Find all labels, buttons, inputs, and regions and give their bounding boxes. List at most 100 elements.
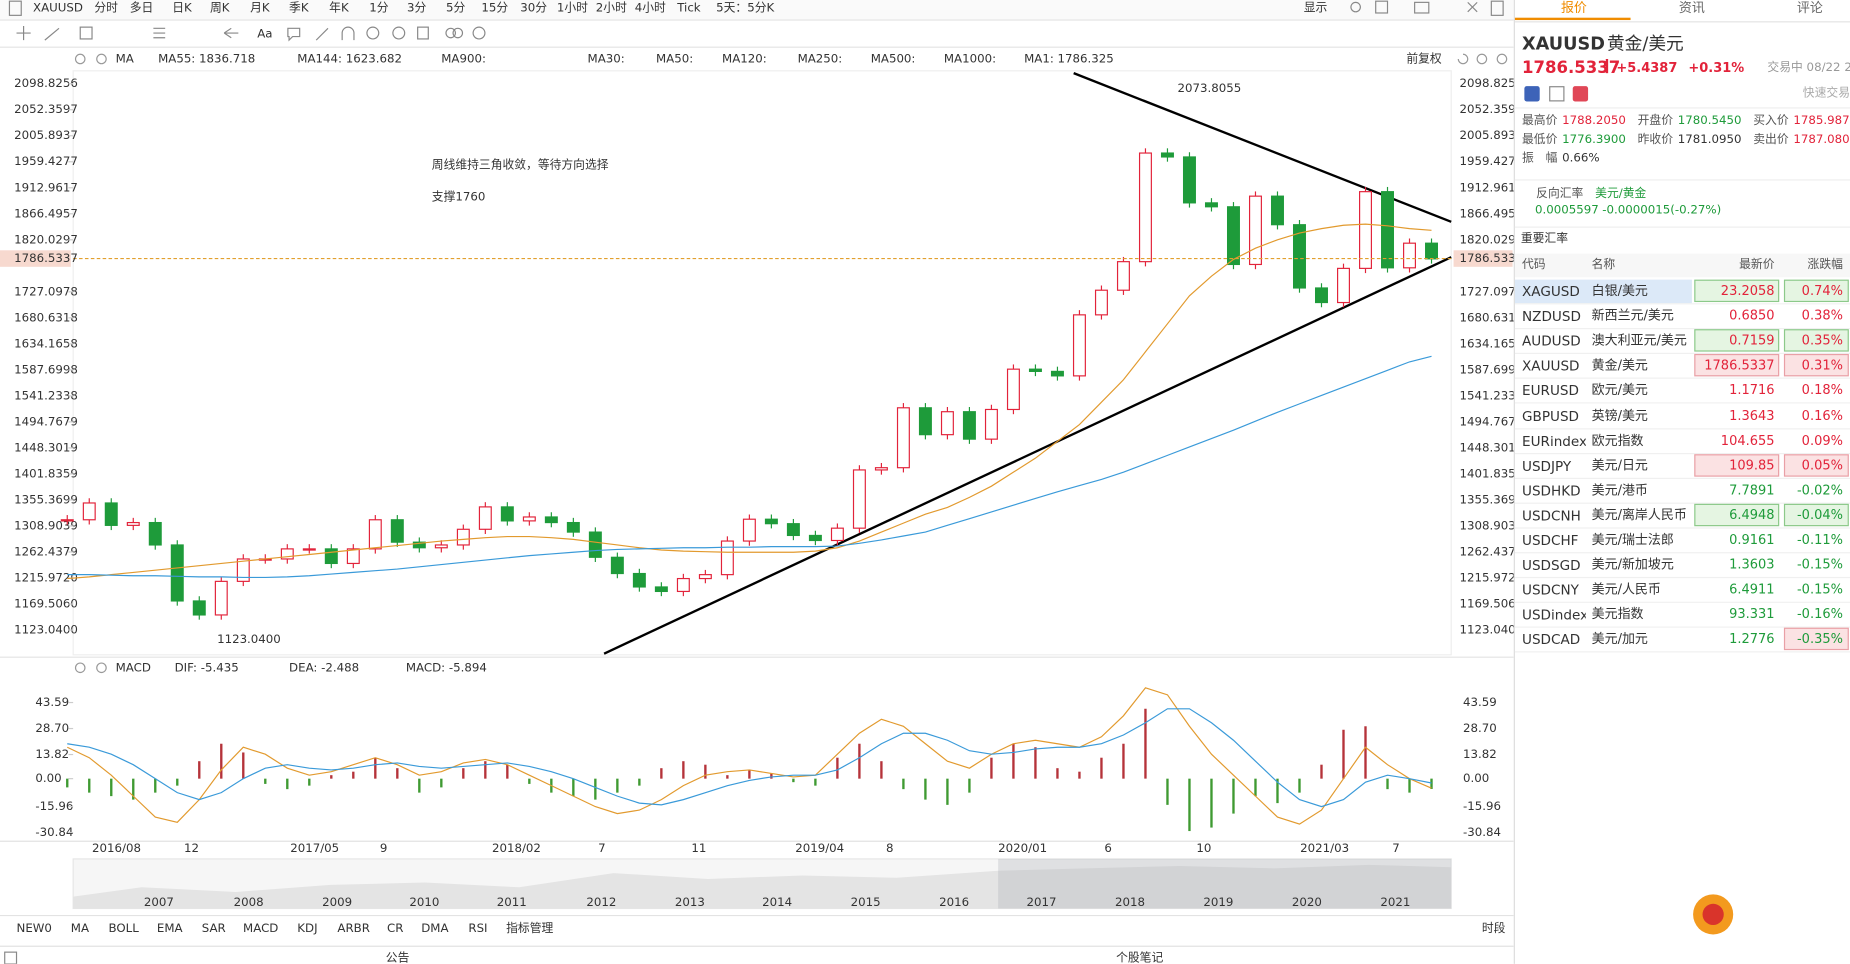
row-code[interactable]: USDSGD	[1522, 556, 1581, 574]
y-tick-label: 1541.2338	[1459, 388, 1513, 402]
row-price: 7.7891	[1729, 482, 1775, 498]
annotation: 2073.8055	[1177, 81, 1241, 95]
flash-box	[1694, 354, 1780, 377]
row-name[interactable]: 澳大利亚元/美元	[1591, 332, 1687, 349]
row-code[interactable]: EURUSD	[1522, 382, 1579, 400]
row-code[interactable]: USDCAD	[1522, 631, 1581, 649]
row-name[interactable]: 美元/瑞士法郎	[1591, 532, 1674, 548]
toolbar-icons[interactable]	[8, 0, 1504, 42]
y-tick-label: 1680.6318	[1459, 310, 1513, 324]
font-tool[interactable]: Aa	[257, 27, 272, 41]
period-tab[interactable]: 2小时	[596, 1, 627, 15]
indicator-tab[interactable]: BOLL	[109, 921, 140, 935]
period-tab[interactable]: 多日	[130, 1, 154, 15]
row-code[interactable]: USDCHF	[1522, 532, 1579, 549]
indicator-tab[interactable]: SAR	[202, 921, 226, 935]
flash-box	[1783, 279, 1849, 303]
period-tab[interactable]: 月K	[250, 1, 270, 15]
panel-tab[interactable]: 报价	[1560, 0, 1587, 16]
row-line	[1514, 601, 1850, 604]
row-name[interactable]: 黄金/美元	[1591, 357, 1648, 374]
panel-tab[interactable]: 资讯	[1678, 0, 1705, 16]
flash-box	[1694, 503, 1780, 527]
icon[interactable]	[1549, 86, 1565, 102]
row-price: 109.85	[1729, 457, 1775, 473]
row-price: 0.9161	[1729, 532, 1775, 548]
row-name[interactable]: 美元/日元	[1591, 457, 1648, 473]
symbol[interactable]: XAUUSD	[33, 1, 83, 15]
row-code[interactable]: NZDUSD	[1522, 308, 1581, 325]
row-name[interactable]: 美元/人民币	[1591, 581, 1661, 598]
row-name[interactable]: 新西兰元/美元	[1591, 308, 1674, 324]
indicator-tab[interactable]: MA	[71, 921, 89, 935]
period-toggle[interactable]: 时段	[1482, 921, 1506, 935]
indicator-tab[interactable]: ARBR	[337, 921, 370, 935]
period-tab[interactable]: 3分	[407, 1, 426, 15]
candle	[368, 519, 382, 550]
navigator-year: 2011	[497, 895, 527, 909]
row-code[interactable]: XAGUSD	[1522, 283, 1580, 300]
period-tab[interactable]: Tick	[676, 1, 701, 15]
y-tick-label: 1215.9720	[1459, 571, 1513, 585]
period-tab[interactable]: 季K	[289, 1, 309, 15]
row-code[interactable]: AUDUSD	[1522, 332, 1581, 350]
indicator-tab[interactable]: DMA	[421, 921, 448, 935]
row-line	[1514, 452, 1850, 454]
indicator-tab[interactable]: CR	[387, 921, 403, 935]
row-code[interactable]: EURindex	[1522, 432, 1586, 450]
bottom-tab[interactable]: 公告	[386, 951, 410, 964]
period-tab[interactable]: 15分	[481, 1, 508, 15]
indicator-tab[interactable]: KDJ	[297, 921, 317, 935]
icon[interactable]	[1524, 86, 1540, 102]
quote-percent: +0.31%	[1688, 60, 1745, 76]
y-tick-label: 13.82	[1463, 747, 1497, 761]
display-menu[interactable]: 显示	[1304, 1, 1328, 15]
navigator-window[interactable]	[998, 858, 1452, 909]
row-name[interactable]: 美元/港币	[1591, 482, 1648, 498]
candle	[940, 411, 954, 436]
row-name[interactable]: 美元/新加坡元	[1591, 556, 1674, 573]
icon[interactable]	[1572, 86, 1589, 102]
period-tab[interactable]: 周K	[210, 1, 230, 15]
indicator-tab[interactable]: EMA	[157, 921, 183, 935]
candle	[1182, 156, 1196, 204]
panel-tab[interactable]: 评论	[1796, 0, 1823, 16]
row-code[interactable]: USDCNY	[1522, 581, 1579, 599]
indicator-tab[interactable]: MACD	[243, 921, 278, 935]
bottom-tab[interactable]: 个股笔记	[1116, 951, 1163, 964]
period-tab[interactable]: 30分	[520, 1, 547, 15]
indicator-tab[interactable]: NEW0	[17, 921, 52, 935]
period-tab[interactable]: 分时	[94, 1, 118, 15]
period-tab[interactable]: 年K	[329, 1, 349, 15]
period-tab[interactable]: 5天：5分K	[716, 1, 774, 15]
row-code[interactable]: USDindex	[1522, 606, 1586, 624]
indicator-tab[interactable]: 指标管理	[506, 921, 553, 935]
adjust-toggle[interactable]: 前复权	[1406, 51, 1442, 65]
row-name[interactable]: 美元/离岸人民币	[1591, 507, 1687, 523]
quick-trade[interactable]: 快速交易	[1802, 87, 1850, 101]
panel-icons[interactable]	[74, 53, 1508, 674]
row-code[interactable]: XAUUSD	[1522, 357, 1580, 375]
row-code[interactable]: GBPUSD	[1522, 407, 1580, 425]
candle	[346, 548, 360, 565]
candle	[82, 502, 96, 521]
row-name[interactable]: 美元/加元	[1591, 631, 1648, 648]
indicator-tab[interactable]: RSI	[468, 921, 487, 935]
row-code[interactable]: USDHKD	[1522, 482, 1581, 499]
macd-legend: DIF: -5.435	[175, 660, 239, 674]
row-code[interactable]: USDJPY	[1522, 457, 1572, 474]
row-code[interactable]: USDCNH	[1522, 507, 1581, 524]
candle	[236, 558, 250, 582]
period-tab[interactable]: 4小时	[635, 1, 666, 15]
row-name[interactable]: 欧元指数	[1591, 432, 1644, 448]
row-name[interactable]: 美元指数	[1591, 606, 1644, 623]
row-name[interactable]: 欧元/美元	[1591, 382, 1648, 399]
period-tab[interactable]: 1分	[369, 1, 388, 15]
period-tab[interactable]: 1小时	[557, 1, 588, 15]
period-tab[interactable]: 5分	[446, 1, 465, 15]
period-tab[interactable]: 日K	[172, 1, 192, 15]
checkbox[interactable]	[4, 951, 18, 964]
row-name[interactable]: 英镑/美元	[1591, 407, 1648, 423]
navigator-year: 2014	[762, 895, 792, 909]
row-name[interactable]: 白银/美元	[1591, 283, 1648, 299]
